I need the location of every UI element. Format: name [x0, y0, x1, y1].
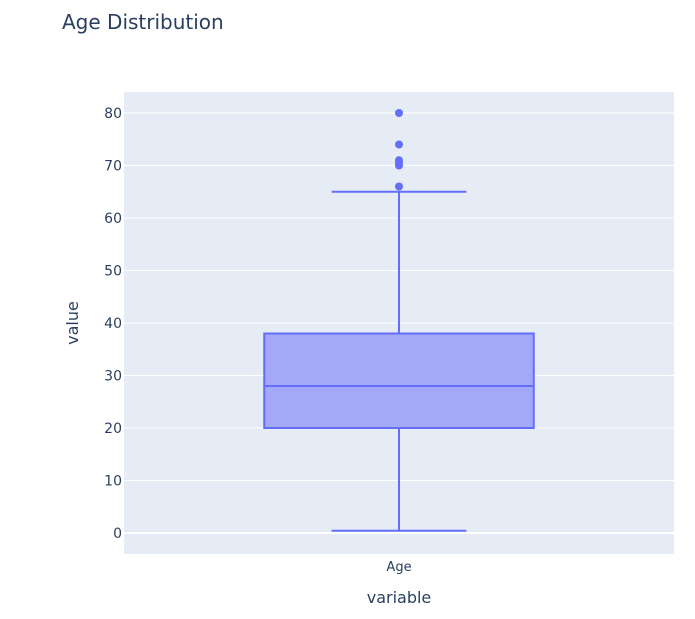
outlier-point-4[interactable]: [395, 140, 403, 149]
box-trace[interactable]: [263, 109, 535, 532]
y-tick-label-20: 20: [104, 421, 122, 437]
y-tick-label-80: 80: [104, 106, 122, 122]
outlier-point-0[interactable]: [395, 182, 403, 191]
x-axis-title: variable: [367, 588, 432, 607]
y-tick-label-30: 30: [104, 369, 122, 385]
chart-title: Age Distribution: [62, 10, 224, 34]
y-tick-label-70: 70: [104, 159, 122, 175]
x-tick-label-age: Age: [386, 560, 411, 575]
y-tick-label-40: 40: [104, 316, 122, 332]
y-tick-label-50: 50: [104, 264, 122, 280]
y-tick-label-0: 0: [113, 526, 122, 542]
y-axis-ticks: 0 10 20 30 40 50 60 70 80: [104, 106, 122, 542]
iqr-box[interactable]: [263, 332, 535, 429]
outlier-point-3[interactable]: [395, 156, 403, 165]
y-tick-label-60: 60: [104, 211, 122, 227]
outlier-point-5[interactable]: [395, 109, 403, 117]
y-tick-label-10: 10: [104, 474, 122, 490]
x-axis-ticks: Age: [386, 560, 411, 575]
y-axis-title: value: [63, 301, 82, 345]
